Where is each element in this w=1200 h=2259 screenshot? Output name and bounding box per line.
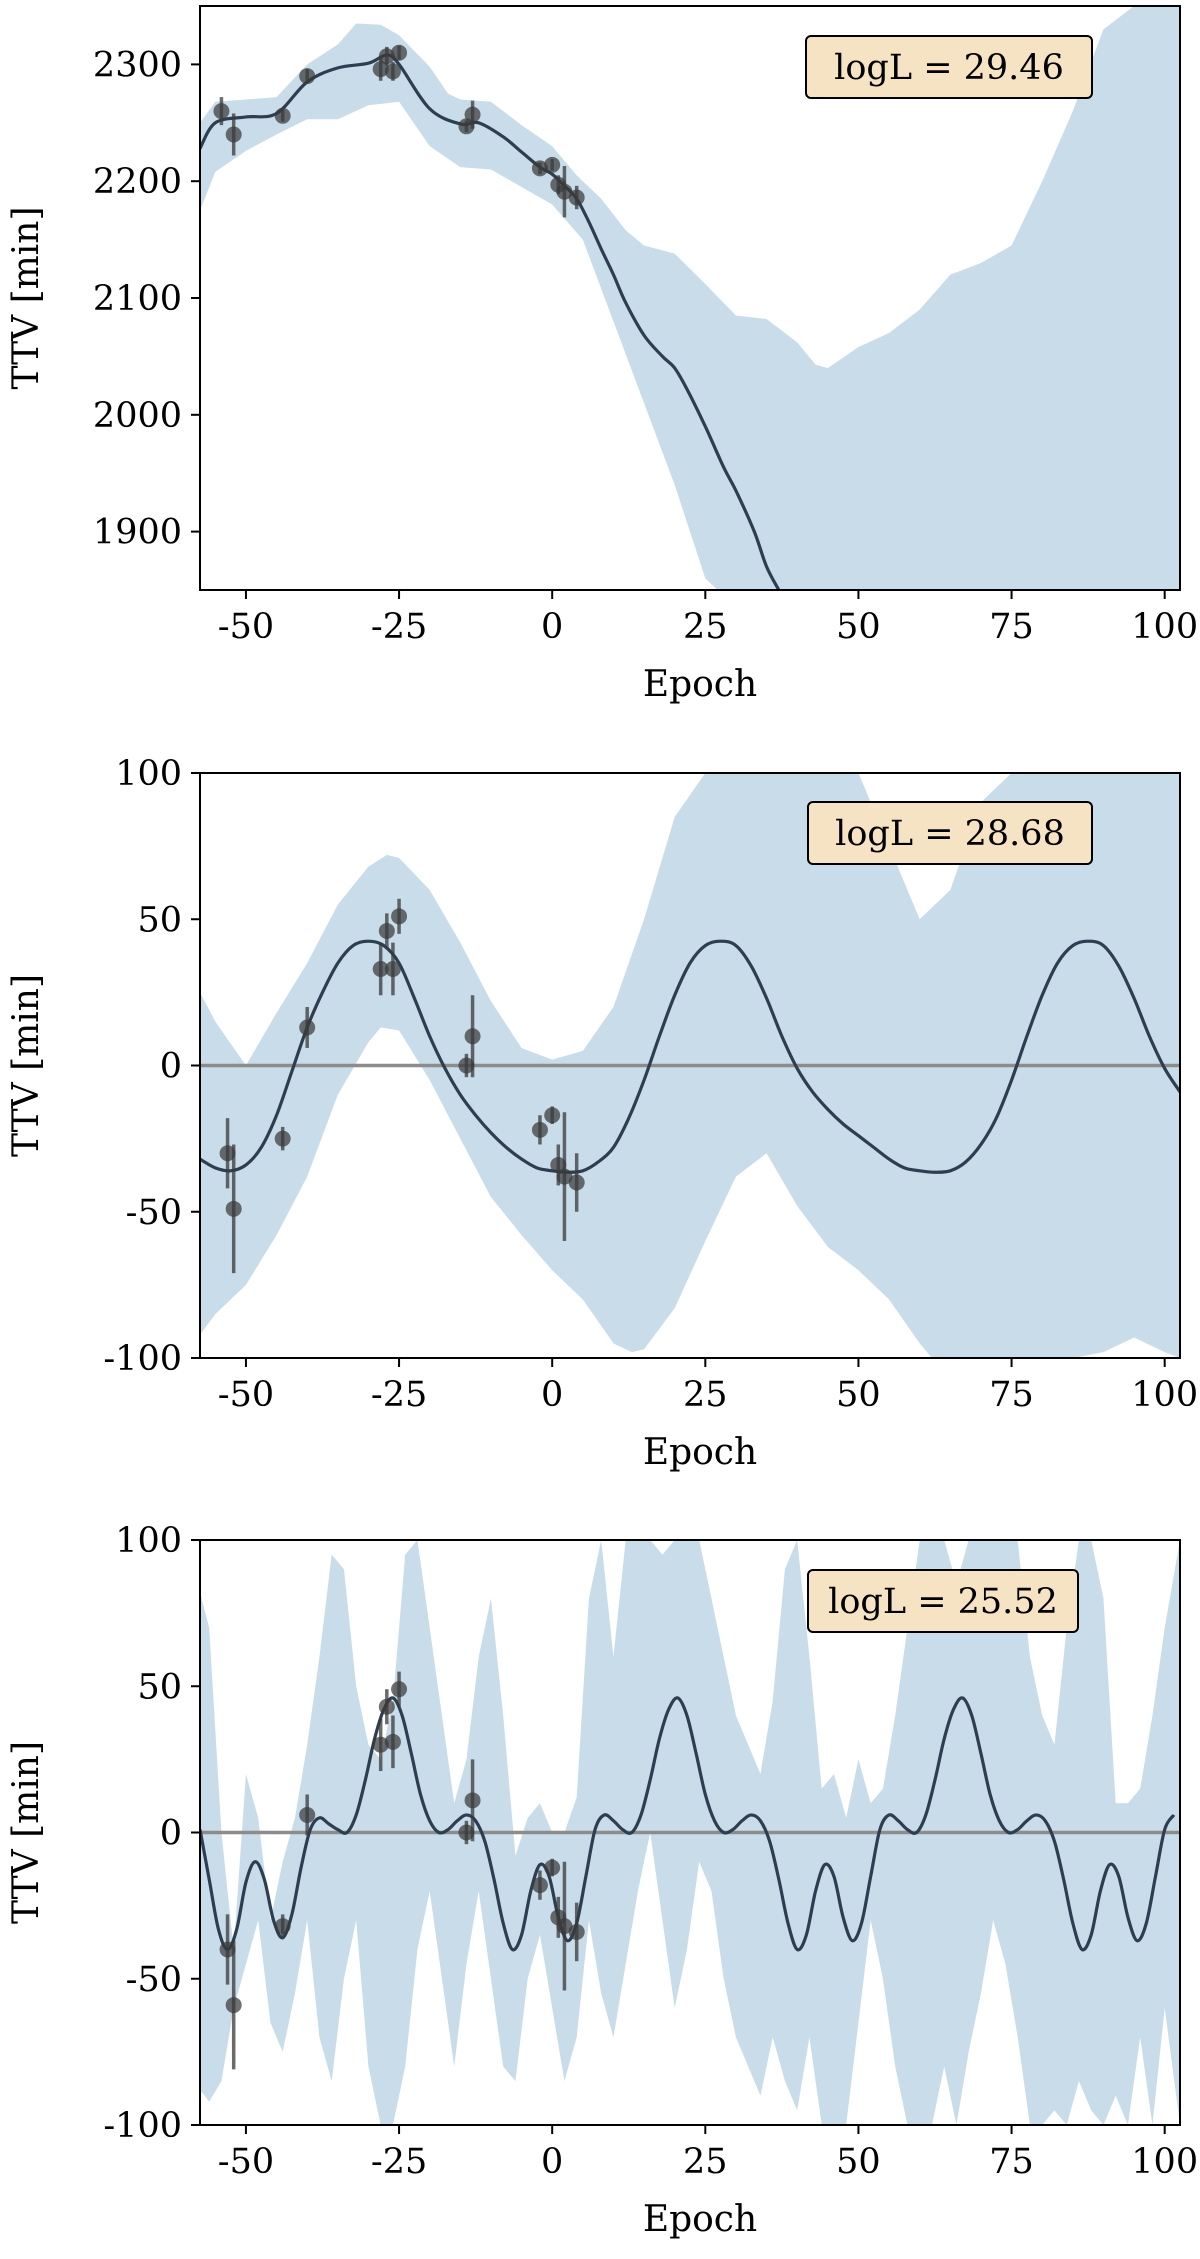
y-tick-label: 100 bbox=[115, 1521, 182, 1561]
loglikelihood-box bbox=[807, 801, 1093, 865]
y-tick-label: 1900 bbox=[93, 513, 182, 553]
y-tick-label: 50 bbox=[137, 900, 182, 940]
y-tick-label: 2000 bbox=[93, 396, 182, 436]
x-tick-label: 0 bbox=[541, 607, 563, 647]
plot-area-2 bbox=[200, 773, 1180, 1358]
data-point bbox=[225, 126, 242, 143]
data-point bbox=[225, 1997, 242, 2014]
x-tick-label: 50 bbox=[836, 2142, 881, 2182]
data-point bbox=[544, 1859, 561, 1876]
x-tick-label: -25 bbox=[371, 607, 427, 647]
x-axis-label: Epoch bbox=[643, 664, 757, 705]
x-axis-label: Epoch bbox=[643, 1432, 757, 1473]
y-tick-label: -50 bbox=[126, 1960, 182, 2000]
x-tick-label: 75 bbox=[989, 2142, 1034, 2182]
data-point bbox=[556, 1918, 573, 1935]
x-tick-label: 25 bbox=[683, 1375, 728, 1415]
data-point bbox=[544, 1107, 561, 1124]
data-point bbox=[299, 1806, 316, 1823]
data-point bbox=[531, 1121, 548, 1138]
plot-area-3 bbox=[200, 1540, 1180, 2125]
x-tick-label: 25 bbox=[683, 607, 728, 647]
data-point bbox=[378, 1698, 395, 1715]
data-point bbox=[378, 48, 395, 65]
loglikelihood-label: logL = 29.46 bbox=[834, 48, 1064, 88]
data-point bbox=[219, 1941, 236, 1958]
chart-panel-3: -50 -25 0 25 50 75 100 -100 -50 0 50 100 Epoch TTV [m… bbox=[6, 1521, 1198, 2240]
model-line bbox=[200, 1696, 1176, 1952]
data-point bbox=[274, 1918, 291, 1935]
x-tick-label: -25 bbox=[371, 2142, 427, 2182]
x-tick-label: 75 bbox=[989, 1375, 1034, 1415]
data-point bbox=[391, 908, 408, 925]
y-tick-label: 2200 bbox=[93, 162, 182, 202]
x-tick-label: 25 bbox=[683, 2142, 728, 2182]
chart-panel-1: -50 -25 0 25 50 75 100 1900 2000 2100 2200 2300 Epoc… bbox=[6, 5, 1198, 705]
y-tick-label: -100 bbox=[103, 2106, 182, 2146]
data-point bbox=[299, 68, 316, 85]
x-tick-label: 100 bbox=[1131, 607, 1198, 647]
data-point bbox=[219, 1145, 236, 1162]
data-point bbox=[391, 44, 408, 61]
x-tick-label: -25 bbox=[371, 1375, 427, 1415]
data-point bbox=[391, 1681, 408, 1698]
loglikelihood-label: logL = 28.68 bbox=[835, 814, 1065, 854]
data-point bbox=[556, 183, 573, 200]
x-tick-label: 0 bbox=[541, 2142, 563, 2182]
chart-panel-2: -50 -25 0 25 50 75 100 -100 -50 0 50 100 Epoch TTV [m… bbox=[6, 754, 1198, 1473]
loglikelihood-box bbox=[805, 35, 1093, 99]
x-tick-label: 75 bbox=[989, 607, 1034, 647]
y-axis-label: TTV [min] bbox=[6, 1741, 47, 1924]
y-tick-label: 100 bbox=[115, 754, 182, 794]
y-tick-label: 2300 bbox=[93, 45, 182, 85]
x-tick-label: 50 bbox=[836, 1375, 881, 1415]
data-point bbox=[274, 107, 291, 124]
x-axis-label: Epoch bbox=[643, 2199, 757, 2240]
data-point bbox=[378, 922, 395, 939]
data-point bbox=[531, 160, 548, 177]
data-point bbox=[458, 1824, 475, 1841]
data-point bbox=[464, 1792, 481, 1809]
data-point bbox=[568, 1923, 585, 1940]
y-tick-label: 0 bbox=[160, 1814, 182, 1854]
data-point bbox=[568, 189, 585, 206]
data-point bbox=[464, 106, 481, 123]
x-tick-label: 0 bbox=[541, 1375, 563, 1415]
y-tick-label: 2100 bbox=[93, 279, 182, 319]
data-point bbox=[372, 1736, 389, 1753]
data-point bbox=[544, 156, 561, 173]
y-tick-label: 0 bbox=[160, 1047, 182, 1087]
data-point bbox=[568, 1174, 585, 1191]
x-tick-label: 100 bbox=[1131, 1375, 1198, 1415]
loglikelihood-box bbox=[807, 1569, 1079, 1633]
uncertainty-band bbox=[200, 6, 1180, 590]
data-point bbox=[372, 61, 389, 78]
plot-area-1 bbox=[200, 6, 1180, 590]
x-tick-label: 100 bbox=[1131, 2142, 1198, 2182]
x-tick-label: -50 bbox=[218, 607, 274, 647]
data-point bbox=[384, 63, 401, 80]
data-point bbox=[299, 1019, 316, 1036]
y-tick-label: -100 bbox=[103, 1339, 182, 1379]
y-tick-label: -50 bbox=[126, 1193, 182, 1233]
data-point bbox=[225, 1200, 242, 1217]
x-tick-label: -50 bbox=[218, 2142, 274, 2182]
data-point bbox=[384, 960, 401, 977]
model-line bbox=[200, 939, 1180, 1174]
data-point bbox=[556, 1168, 573, 1185]
x-tick-label: 50 bbox=[836, 607, 881, 647]
x-tick-label: -50 bbox=[218, 1375, 274, 1415]
data-point bbox=[464, 1028, 481, 1045]
y-tick-label: 50 bbox=[137, 1667, 182, 1707]
loglikelihood-label: logL = 25.52 bbox=[828, 1582, 1058, 1622]
data-point bbox=[384, 1733, 401, 1750]
data-point bbox=[372, 960, 389, 977]
data-point bbox=[274, 1130, 291, 1147]
y-axis-label: TTV [min] bbox=[6, 974, 47, 1157]
data-point bbox=[531, 1877, 548, 1894]
y-axis-label: TTV [min] bbox=[6, 206, 47, 389]
data-point bbox=[458, 1057, 475, 1074]
data-point bbox=[213, 103, 230, 120]
